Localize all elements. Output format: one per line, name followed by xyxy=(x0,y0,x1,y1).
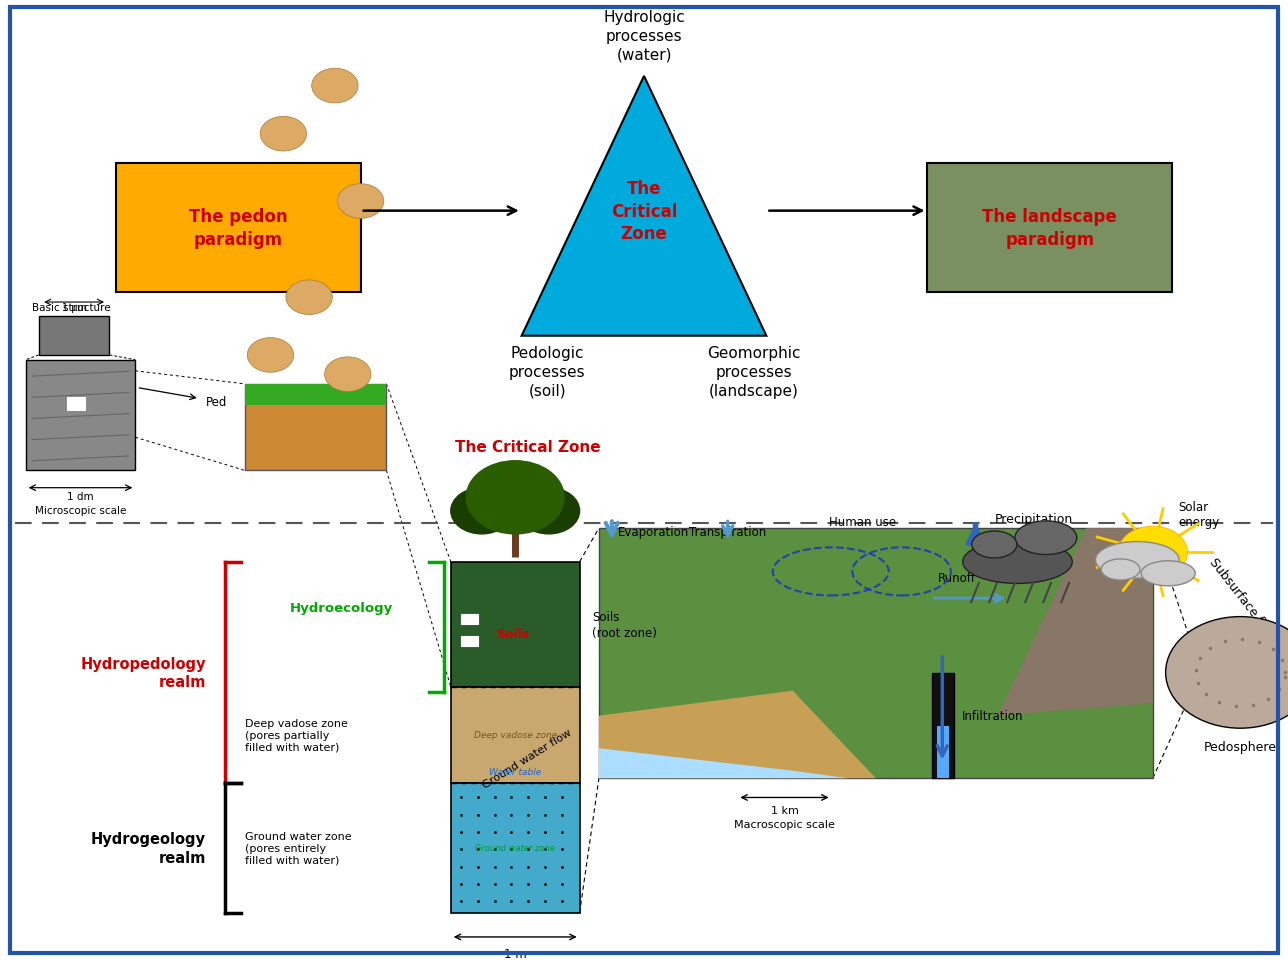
Text: Ground water flow: Ground water flow xyxy=(480,727,573,790)
FancyBboxPatch shape xyxy=(933,674,954,778)
Circle shape xyxy=(518,488,580,534)
FancyBboxPatch shape xyxy=(451,783,580,913)
Text: Deep vadose zone: Deep vadose zone xyxy=(474,730,556,740)
Text: Ground water zone: Ground water zone xyxy=(475,844,555,852)
FancyBboxPatch shape xyxy=(938,726,949,778)
Text: Solar
energy: Solar energy xyxy=(1179,501,1220,529)
Circle shape xyxy=(451,488,513,534)
Text: Infiltration: Infiltration xyxy=(962,709,1023,722)
Polygon shape xyxy=(599,749,849,778)
Circle shape xyxy=(286,281,332,315)
Text: Geomorphic
processes
(landscape): Geomorphic processes (landscape) xyxy=(707,346,800,398)
Text: The landscape
paradigm: The landscape paradigm xyxy=(983,208,1117,249)
Text: 1 m: 1 m xyxy=(504,947,527,960)
Circle shape xyxy=(337,185,384,219)
Text: Ground water zone
(pores entirely
filled with water): Ground water zone (pores entirely filled… xyxy=(245,831,352,865)
FancyBboxPatch shape xyxy=(599,529,1153,778)
Text: Human use: Human use xyxy=(829,515,896,529)
FancyBboxPatch shape xyxy=(26,360,135,471)
Text: Basic structure: Basic structure xyxy=(32,303,111,312)
Ellipse shape xyxy=(971,531,1018,558)
Circle shape xyxy=(466,461,564,534)
Text: Transpiration: Transpiration xyxy=(689,525,766,538)
FancyBboxPatch shape xyxy=(451,687,580,783)
Text: Hydrologic
processes
(water): Hydrologic processes (water) xyxy=(603,11,685,62)
Text: Precipitation: Precipitation xyxy=(994,512,1073,526)
Circle shape xyxy=(1118,527,1188,579)
Text: Deep vadose zone
(pores partially
filled with water): Deep vadose zone (pores partially filled… xyxy=(245,718,348,752)
Text: Macroscopic scale: Macroscopic scale xyxy=(734,819,835,828)
Text: The Critical Zone: The Critical Zone xyxy=(455,439,601,455)
Circle shape xyxy=(312,69,358,104)
Text: Hydrogeology
realm: Hydrogeology realm xyxy=(91,831,206,865)
FancyBboxPatch shape xyxy=(461,636,478,647)
Text: Ped: Ped xyxy=(206,396,228,408)
FancyBboxPatch shape xyxy=(461,614,478,625)
FancyBboxPatch shape xyxy=(67,398,85,410)
FancyBboxPatch shape xyxy=(451,562,580,687)
Circle shape xyxy=(1166,617,1288,728)
Text: Water table: Water table xyxy=(489,767,541,776)
Ellipse shape xyxy=(963,540,1072,583)
Circle shape xyxy=(325,357,371,392)
Polygon shape xyxy=(998,529,1153,716)
Polygon shape xyxy=(599,691,876,778)
FancyBboxPatch shape xyxy=(927,163,1172,293)
Text: Runoff: Runoff xyxy=(938,571,976,584)
FancyBboxPatch shape xyxy=(245,384,386,471)
Text: Hydroecology: Hydroecology xyxy=(290,602,393,614)
Text: Pedosphere: Pedosphere xyxy=(1204,740,1276,753)
Polygon shape xyxy=(522,77,766,336)
Ellipse shape xyxy=(1141,561,1195,586)
Text: Microscopic scale: Microscopic scale xyxy=(35,505,126,515)
Text: Pedologic
processes
(soil): Pedologic processes (soil) xyxy=(509,346,586,398)
Text: Soils
(root zone): Soils (root zone) xyxy=(592,610,657,639)
Text: Soils: Soils xyxy=(496,628,529,641)
Text: Hydropedology
realm: Hydropedology realm xyxy=(81,656,206,689)
Ellipse shape xyxy=(1101,559,1140,580)
Ellipse shape xyxy=(1015,521,1077,554)
FancyBboxPatch shape xyxy=(39,317,109,356)
Text: 1 dm: 1 dm xyxy=(67,491,94,501)
FancyBboxPatch shape xyxy=(116,163,361,293)
Text: The pedon
paradigm: The pedon paradigm xyxy=(189,208,287,249)
Text: The
Critical
Zone: The Critical Zone xyxy=(611,181,677,242)
FancyBboxPatch shape xyxy=(245,384,386,406)
Circle shape xyxy=(260,117,307,152)
Text: 1 km: 1 km xyxy=(770,805,799,815)
Text: 1 µm: 1 µm xyxy=(62,303,86,312)
Circle shape xyxy=(247,338,294,373)
Text: Evaporation: Evaporation xyxy=(618,525,689,538)
Text: Subsurface flow: Subsurface flow xyxy=(1207,555,1279,642)
Ellipse shape xyxy=(1095,542,1180,579)
